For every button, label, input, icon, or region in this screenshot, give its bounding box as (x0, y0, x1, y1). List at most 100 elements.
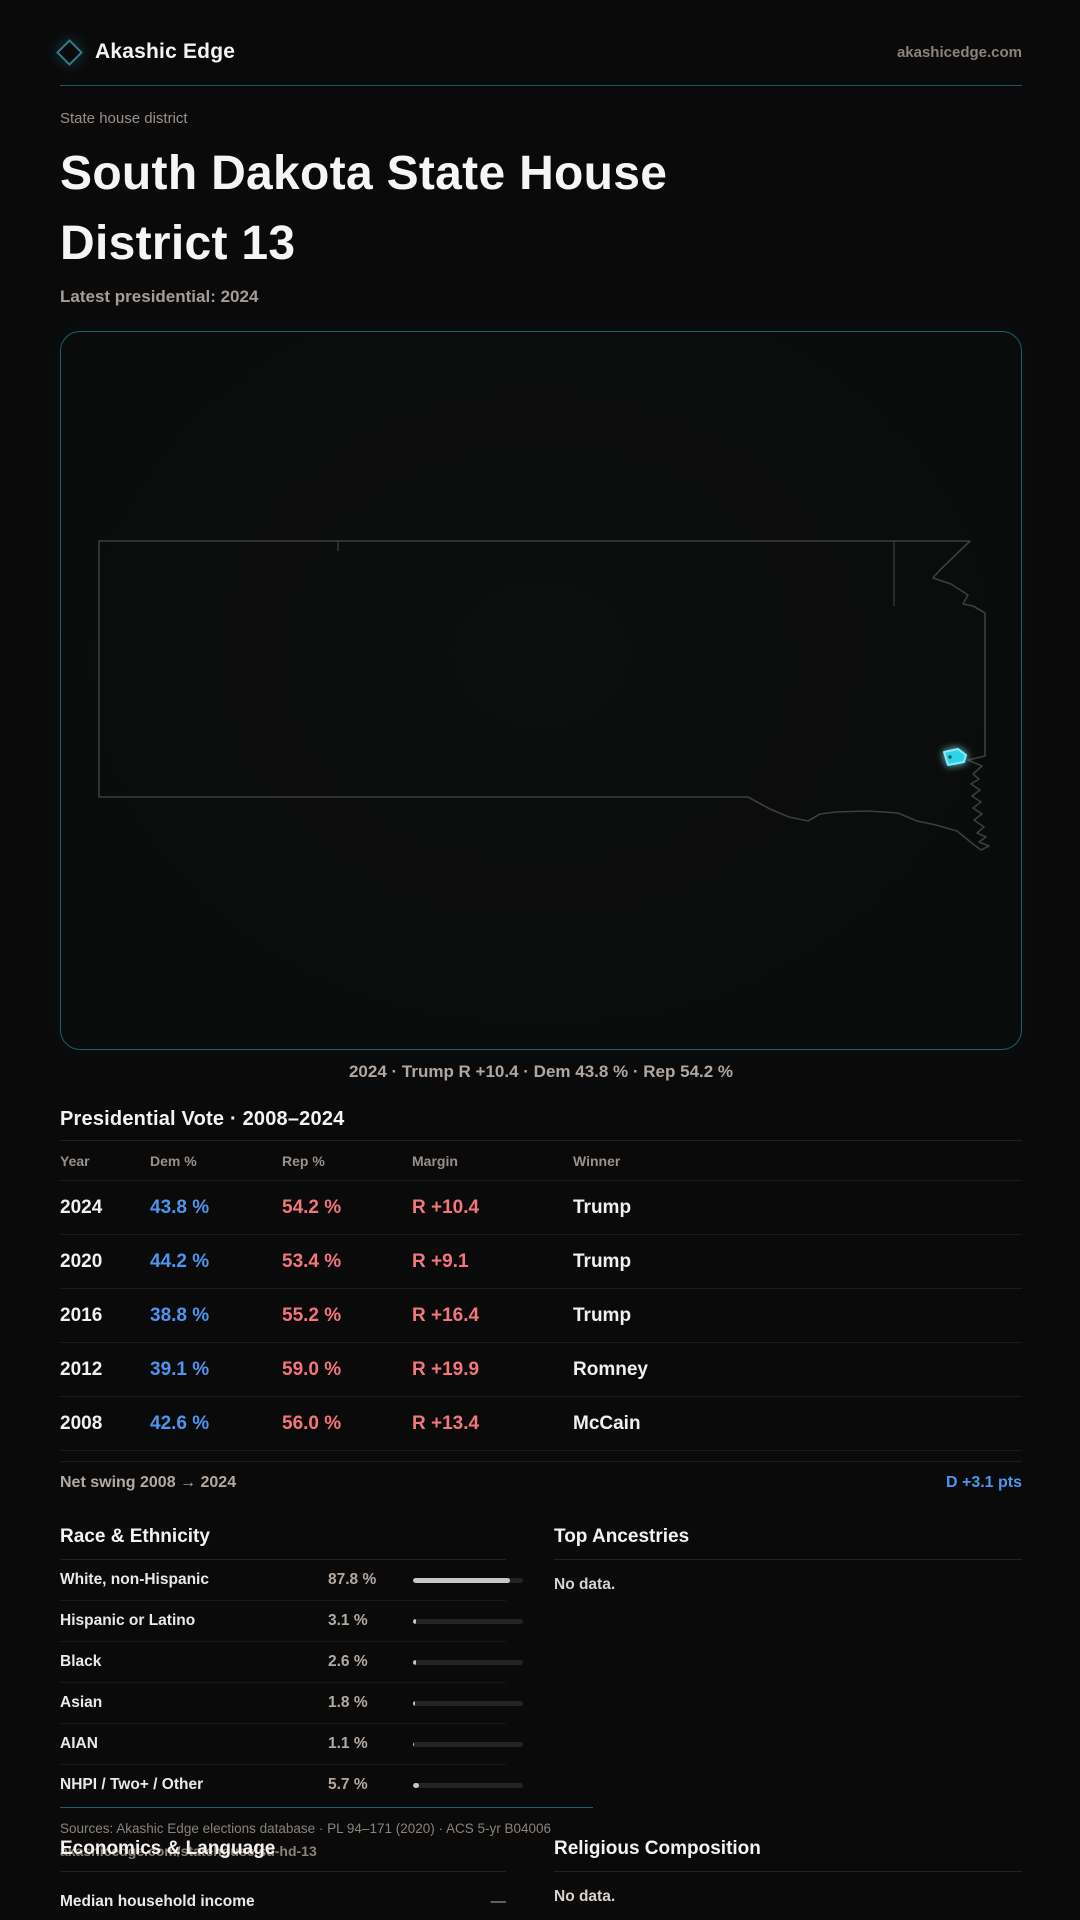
dem-cell: 39.1 % (150, 1358, 210, 1380)
dem-cell: 43.8 % (150, 1196, 210, 1218)
race-value: 2.6 % (328, 1653, 368, 1670)
economics-section-heading: Economics & Language (60, 1838, 506, 1872)
top-ancestries-section: Top Ancestries No data. (554, 1526, 1022, 1805)
col-header-dem: Dem % (150, 1152, 197, 1169)
table-header-row: Year Dem % Rep % Margin Winner (60, 1141, 1022, 1181)
margin-cell: R +16.4 (412, 1304, 480, 1326)
margin-cell: R +19.9 (412, 1358, 480, 1380)
net-swing-label: Net swing 2008 → 2024 (60, 1474, 237, 1491)
religion-no-data: No data. (554, 1888, 616, 1905)
race-section-heading: Race & Ethnicity (60, 1526, 506, 1560)
dem-cell: 38.8 % (150, 1304, 210, 1326)
table-row: 2020 44.2 % 53.4 % R +9.1 Trump (60, 1235, 1022, 1289)
race-value: 1.8 % (328, 1694, 368, 1711)
page-footer: Sources: Akashic Edge elections database… (60, 1807, 1022, 1910)
page-title: South Dakota State House District 13 (60, 147, 668, 270)
winner-cell: Romney (573, 1358, 648, 1380)
year-cell: 2020 (60, 1250, 103, 1272)
footer-divider (60, 1807, 593, 1808)
col-header-year: Year (60, 1152, 90, 1169)
economics-value: — (490, 1893, 507, 1910)
race-row: NHPI / Two+ / Other 5.7 % (60, 1765, 523, 1805)
district-type-label: State house district (60, 110, 188, 127)
col-header-winner: Winner (573, 1152, 621, 1169)
race-bar-fill (413, 1741, 415, 1747)
col-header-margin: Margin (412, 1152, 458, 1169)
race-row: AIAN 1.1 % (60, 1724, 523, 1765)
economics-section: Economics & Language Median household in… (60, 1838, 506, 1911)
dem-cell: 44.2 % (150, 1250, 210, 1272)
margin-cell: R +13.4 (412, 1412, 480, 1434)
economics-row: Median household income — (60, 1872, 506, 1911)
rep-cell: 59.0 % (282, 1358, 342, 1380)
race-bar-fill (413, 1782, 420, 1788)
year-cell: 2008 (60, 1412, 103, 1434)
south-dakota-map (98, 540, 990, 851)
header-divider (60, 85, 1022, 86)
table-row: 2008 42.6 % 56.0 % R +13.4 McCain (60, 1397, 1022, 1451)
net-swing-value: D +3.1 pts (945, 1474, 1022, 1491)
page-header: Akashic Edge akashicedge.com (56, 0, 1022, 66)
race-label: AIAN (60, 1735, 98, 1752)
race-bar-track (413, 1782, 523, 1788)
table-row: 2012 39.1 % 59.0 % R +19.9 Romney (60, 1343, 1022, 1397)
rep-cell: 56.0 % (282, 1412, 342, 1434)
margin-cell: R +10.4 (412, 1196, 480, 1218)
margin-cell: R +9.1 (412, 1250, 469, 1272)
race-label: Asian (60, 1694, 103, 1711)
race-bar-track (413, 1700, 523, 1706)
ancestries-no-data: No data. (554, 1576, 616, 1593)
race-value: 3.1 % (328, 1612, 368, 1629)
net-swing-row: Net swing 2008 → 2024 D +3.1 pts (60, 1461, 1022, 1492)
dem-cell: 42.6 % (150, 1412, 210, 1434)
ancestries-section-heading: Top Ancestries (554, 1526, 1022, 1560)
rep-cell: 54.2 % (282, 1196, 342, 1218)
presidential-table: Year Dem % Rep % Margin Winner 2024 43.8… (60, 1140, 1022, 1451)
race-bar-fill (413, 1618, 417, 1624)
table-row: 2016 38.8 % 55.2 % R +16.4 Trump (60, 1289, 1022, 1343)
year-cell: 2012 (60, 1358, 103, 1380)
permalink-link[interactable]: akashicedge.com/statehouse/sd-hd-13 (60, 1843, 317, 1859)
district-13-highlight (943, 748, 967, 766)
race-bar-fill (413, 1700, 415, 1706)
race-row: White, non-Hispanic 87.8 % (60, 1560, 523, 1601)
year-cell: 2024 (60, 1196, 103, 1218)
sources-line: Sources: Akashic Edge elections database… (60, 1821, 552, 1836)
race-row: Asian 1.8 % (60, 1683, 523, 1724)
site-link[interactable]: akashicedge.com (896, 43, 1022, 61)
latest-presidential-label: Latest presidential: 2024 (60, 287, 259, 306)
brand-name: Akashic Edge (95, 40, 236, 63)
table-row: 2024 43.8 % 54.2 % R +10.4 Trump (60, 1181, 1022, 1235)
presidential-section-heading: Presidential Vote · 2008–2024 (60, 1108, 345, 1130)
col-header-rep: Rep % (282, 1152, 325, 1169)
race-bar-track (413, 1659, 523, 1665)
religion-section-heading: Religious Composition (554, 1838, 1022, 1872)
race-bar-track (413, 1741, 523, 1747)
district-inner-dot (948, 755, 952, 759)
district-map-card (60, 331, 1022, 1050)
religion-section: Religious Composition No data. (554, 1838, 1022, 1911)
rep-cell: 55.2 % (282, 1304, 342, 1326)
state-border-notches (337, 541, 895, 606)
race-ethnicity-section: Race & Ethnicity White, non-Hispanic 87.… (60, 1526, 523, 1805)
winner-cell: McCain (573, 1412, 641, 1434)
rep-cell: 53.4 % (282, 1250, 342, 1272)
race-bar-track (413, 1577, 523, 1583)
race-label: Black (60, 1653, 102, 1670)
race-label: White, non-Hispanic (60, 1571, 209, 1588)
race-label: Hispanic or Latino (60, 1612, 196, 1629)
winner-cell: Trump (573, 1196, 632, 1218)
economics-label: Median household income (60, 1893, 255, 1910)
race-label: NHPI / Two+ / Other (60, 1776, 204, 1793)
winner-cell: Trump (573, 1250, 632, 1272)
race-value: 87.8 % (328, 1571, 377, 1588)
race-bar-fill (413, 1659, 416, 1665)
race-row: Black 2.6 % (60, 1642, 523, 1683)
race-value: 1.1 % (328, 1735, 368, 1752)
state-outline (98, 540, 990, 851)
race-bar-fill (413, 1577, 510, 1583)
year-cell: 2016 (60, 1304, 103, 1326)
race-row: Hispanic or Latino 3.1 % (60, 1601, 523, 1642)
race-bar-track (413, 1618, 523, 1624)
map-caption: 2024 · Trump R +10.4 · Dem 43.8 % · Rep … (348, 1062, 734, 1081)
